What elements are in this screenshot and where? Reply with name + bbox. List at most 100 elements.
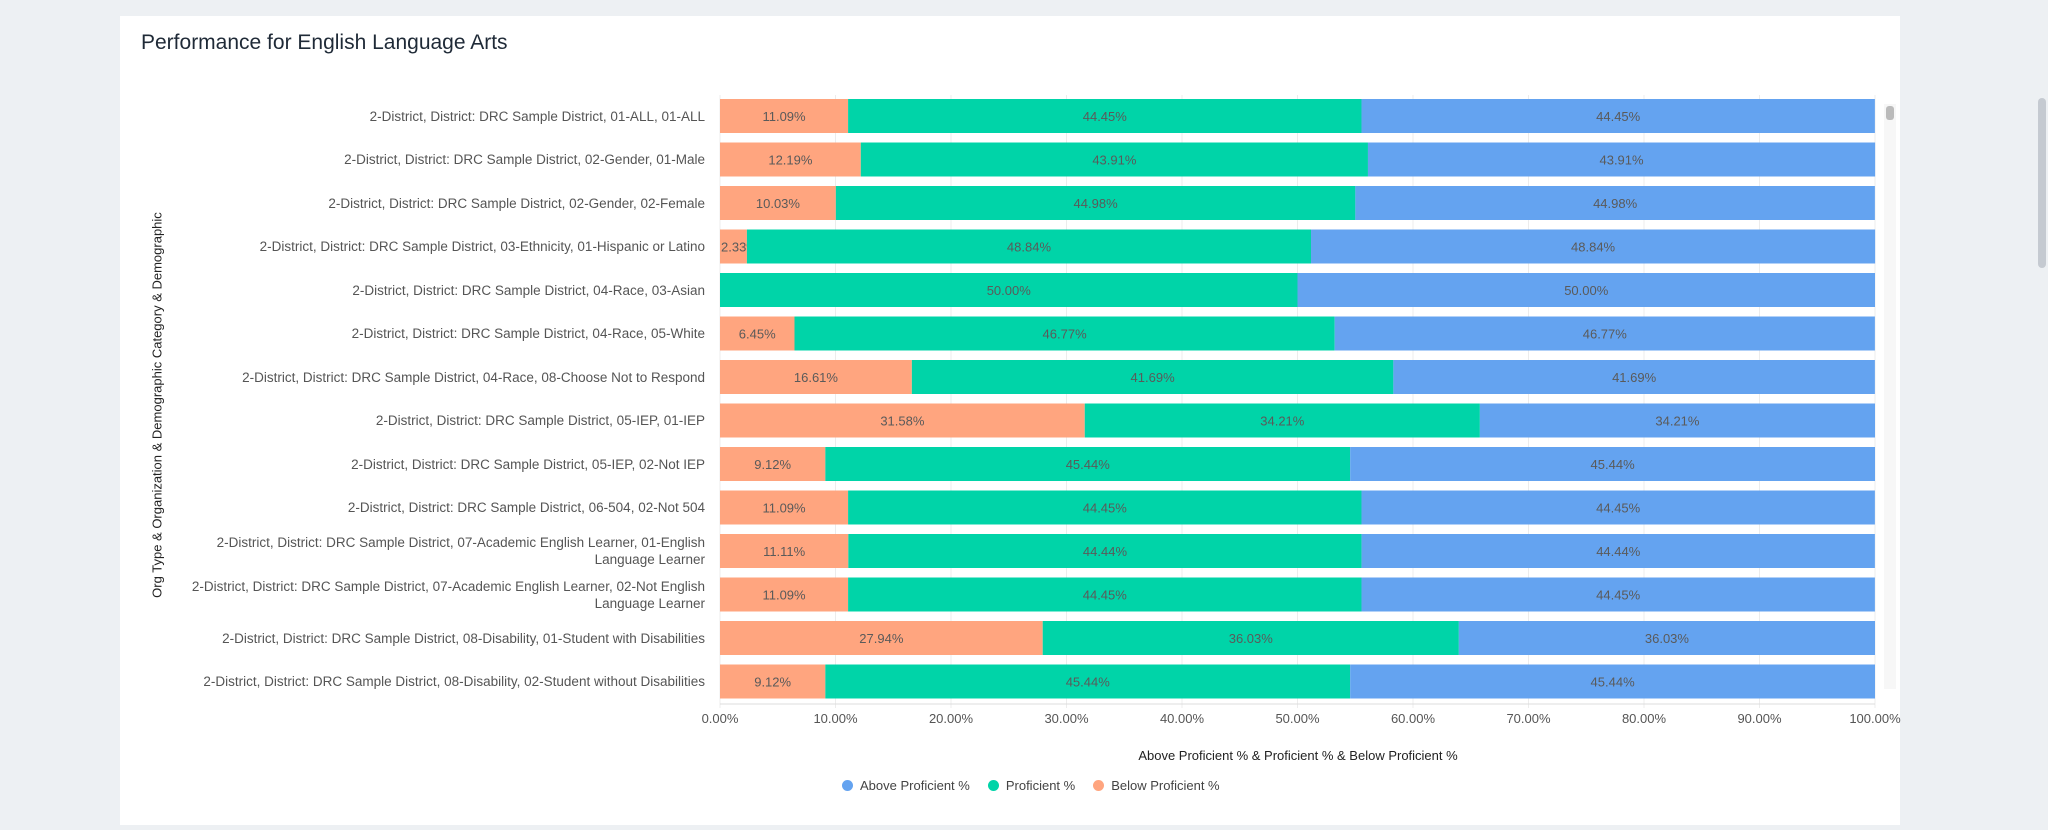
bar-segment (720, 229, 747, 264)
data-label: 44.44% (1596, 544, 1641, 559)
data-label: 45.44% (1066, 675, 1111, 690)
bar-segment (720, 664, 826, 699)
data-label: 43.91% (1599, 153, 1644, 168)
y-tick-label: 2-District, District: DRC Sample Distric… (375, 413, 705, 428)
data-label: 44.45% (1596, 109, 1641, 124)
bar-segment (1393, 360, 1875, 394)
bar-segment (720, 621, 1043, 655)
legend-dot-icon (987, 780, 999, 791)
y-tick-label: 2-District, District: DRC Sample Distric… (259, 239, 705, 254)
data-label: 50.00% (1564, 283, 1609, 298)
legend-label: Below Proficient % (1111, 778, 1220, 793)
bar-segment (1367, 142, 1876, 177)
data-label: 46.77% (1043, 327, 1088, 342)
x-axis-title: Above Proficient % & Proficient % & Belo… (1138, 748, 1458, 763)
bar-segment (720, 534, 849, 568)
data-label: 48.84% (1571, 240, 1616, 255)
y-tick-label: 2-District, District: DRC Sample Distric… (328, 195, 705, 211)
data-label: 50.00% (987, 283, 1032, 298)
data-label: 44.45% (1083, 588, 1128, 603)
x-tick-label: 40.00% (1160, 711, 1205, 726)
data-label: 11.11% (763, 544, 806, 559)
x-tick-label: 0.00% (702, 711, 739, 726)
data-label: 44.98% (1074, 196, 1119, 211)
bar-segment (720, 316, 795, 351)
y-tick-label: 2-District, District: DRC Sample Distric… (351, 326, 705, 341)
data-label: 46.77% (1583, 327, 1628, 342)
data-label: 43.91% (1092, 153, 1137, 168)
data-label: 9.12% (754, 457, 791, 472)
bar-segment (1042, 621, 1459, 655)
data-label: 11.09% (762, 109, 806, 124)
legend-item[interactable]: Above Proficient % (842, 778, 970, 793)
x-tick-label: 70.00% (1506, 711, 1551, 726)
y-tick-label: 2-District, District: DRC Sample Distric… (347, 500, 705, 515)
y-tick-label: 2-District, District: DRC Sample Distric… (216, 535, 705, 567)
data-label: 12.19% (768, 153, 813, 168)
bar-segment (1350, 447, 1875, 481)
bar-segment (860, 142, 1368, 177)
data-label: 36.03% (1229, 631, 1274, 646)
bar-segment (911, 360, 1394, 394)
bar-segment (848, 99, 1362, 133)
data-label: 44.45% (1596, 501, 1641, 516)
legend-label: Proficient % (1005, 778, 1076, 793)
y-tick-label: 2-District, District: DRC Sample Distric… (203, 674, 705, 689)
data-label: 44.98% (1593, 196, 1638, 211)
y-tick-label: 2-District, District: DRC Sample Distric… (369, 108, 705, 124)
chart-scrollbar[interactable] (1884, 104, 1896, 689)
x-tick-label: 10.00% (813, 711, 858, 726)
data-label: 45.44% (1591, 457, 1636, 472)
bar-segment (720, 142, 861, 177)
data-label: 44.45% (1083, 109, 1128, 124)
bar-segment (1350, 664, 1875, 699)
y-tick-label: 2-District, District: DRC Sample Distric… (222, 630, 705, 646)
legend-item[interactable]: Proficient % (987, 778, 1076, 793)
legend-item[interactable]: Below Proficient % (1093, 778, 1220, 793)
bar-segment (835, 186, 1356, 220)
bar-segment (1361, 490, 1875, 525)
x-tick-label: 80.00% (1622, 711, 1667, 726)
data-label: 41.69% (1612, 370, 1657, 385)
x-tick-label: 30.00% (1044, 711, 1089, 726)
data-label: 45.44% (1591, 675, 1636, 690)
legend-dot-icon (1093, 780, 1105, 791)
y-tick-label: 2-District, District: DRC Sample Distric… (352, 282, 705, 298)
bar-segment (848, 534, 1362, 568)
y-tick-label: 2-District, District: DRC Sample Distric… (344, 152, 705, 167)
bar-segment (1084, 403, 1480, 438)
bar-segment (1361, 577, 1875, 612)
bar-segment (1334, 316, 1875, 351)
bar-segment (825, 664, 1351, 699)
data-label: 41.69% (1131, 370, 1176, 385)
bar-segment (720, 273, 1298, 307)
bar-segment (1479, 403, 1875, 438)
data-label: 10.03% (756, 196, 801, 211)
x-tick-label: 90.00% (1737, 711, 1782, 726)
bar-segment (794, 316, 1335, 351)
data-label: 27.94% (859, 631, 904, 646)
x-tick-label: 60.00% (1391, 711, 1436, 726)
data-label: 45.44% (1066, 457, 1111, 472)
y-tick-label: 2-District, District: DRC Sample Distric… (191, 578, 705, 611)
bar-segment (720, 99, 849, 133)
y-tick-label: 2-District, District: DRC Sample Distric… (242, 369, 705, 385)
bar-segment (825, 447, 1351, 481)
data-label: 11.09% (762, 588, 806, 603)
data-label: 48.84% (1007, 240, 1052, 255)
x-tick-label: 20.00% (929, 711, 974, 726)
page-scrollbar-thumb[interactable] (2038, 98, 2046, 268)
data-label: 6.45% (739, 327, 776, 342)
bar-segment (1458, 621, 1875, 655)
bar-segment (1361, 99, 1875, 133)
bar-segment (1311, 229, 1876, 264)
chart-scrollbar-thumb[interactable] (1886, 106, 1894, 120)
data-label: 11.09% (762, 501, 806, 516)
page-title: Performance for English Language Arts (141, 31, 508, 54)
y-tick-label: 2-District, District: DRC Sample Distric… (351, 456, 705, 472)
legend: Above Proficient % Proficient % Below Prof… (842, 778, 1220, 793)
bar-segment (848, 577, 1362, 612)
data-label: 16.61% (794, 370, 839, 385)
data-label: 44.45% (1083, 501, 1128, 516)
